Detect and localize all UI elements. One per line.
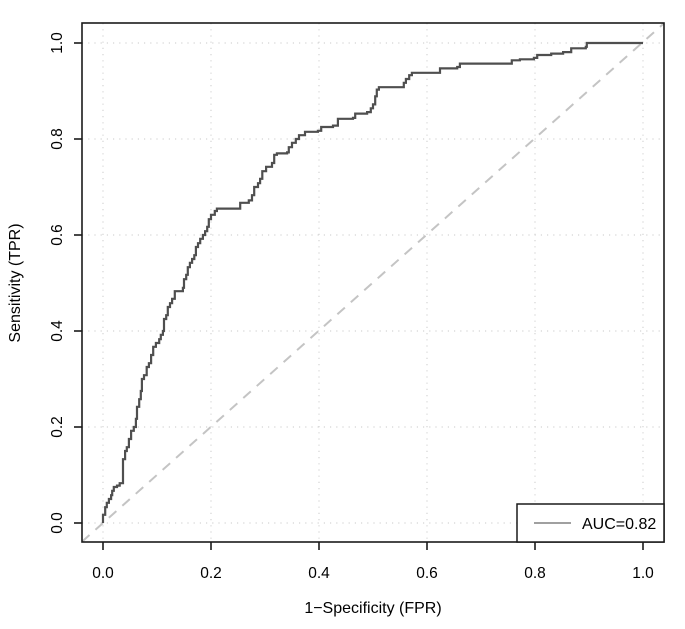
series-layer: [81, 22, 665, 543]
y-axis-label: Sensitivity (TPR): [7, 223, 24, 342]
x-tick-label: 0.8: [524, 565, 546, 582]
y-tick-label: 0.8: [49, 128, 66, 150]
roc-curve: [101, 41, 643, 523]
x-tick-label: 0.6: [416, 565, 438, 582]
tick-layer: 0.0 0.2 0.4 0.6 0.8 1.0 0.0 0.2 0.4 0.6 0.8 1.0: [49, 32, 654, 582]
legend-label: AUC=0.82: [582, 516, 656, 533]
legend: AUC=0.82: [516, 503, 665, 543]
x-axis-label: 1−Specificity (FPR): [304, 600, 441, 617]
y-tick-label: 0.6: [49, 224, 66, 246]
y-tick-label: 0.2: [49, 416, 66, 438]
chance-line: [81, 22, 665, 543]
plot-border: [81, 22, 665, 543]
x-tick-label: 0.0: [92, 565, 114, 582]
x-tick-label: 1.0: [632, 565, 654, 582]
x-tick-label: 0.2: [200, 565, 222, 582]
y-tick-label: 0.0: [49, 512, 66, 534]
x-tick-label: 0.4: [308, 565, 330, 582]
y-tick-label: 0.4: [49, 320, 66, 342]
y-tick-label: 1.0: [49, 32, 66, 54]
